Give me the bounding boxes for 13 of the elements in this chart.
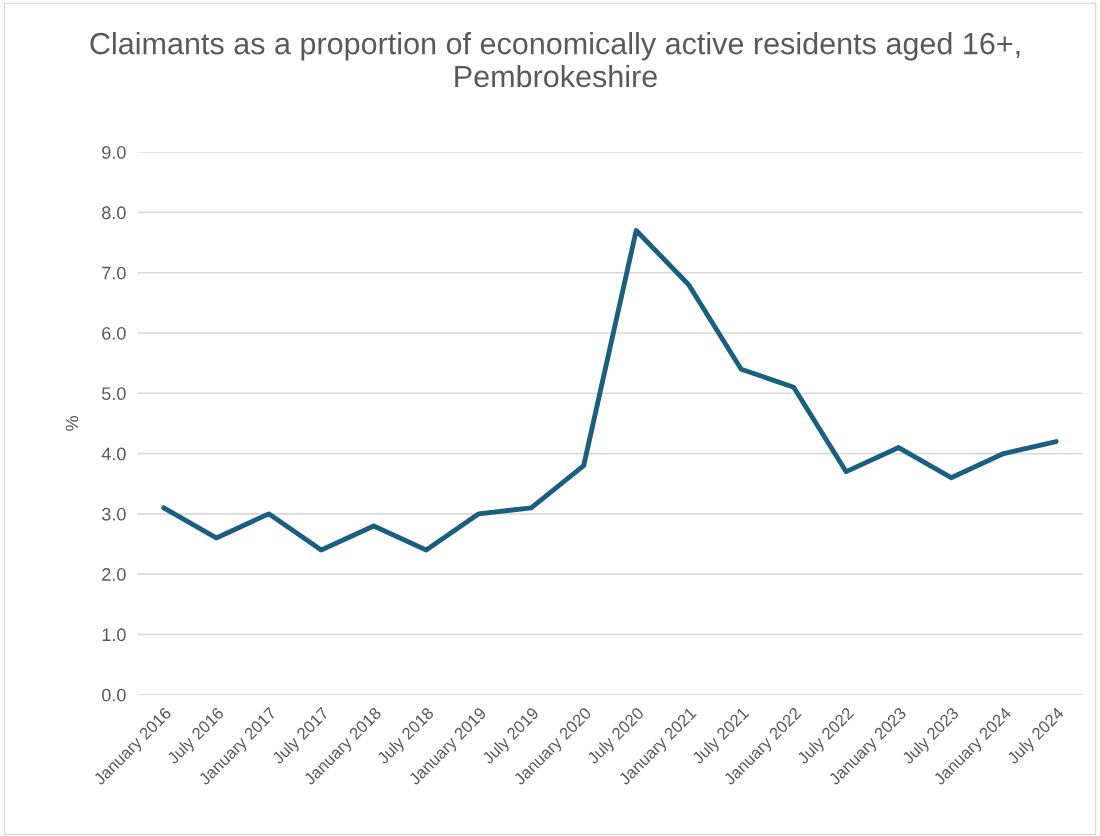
y-tick-label: 1.0 xyxy=(102,628,126,642)
y-tick-label: 8.0 xyxy=(102,206,126,220)
y-tick-label: 4.0 xyxy=(101,447,126,461)
chart-title: Claimants as a proportion of economically active residents aged 16+, Pembrokeshire xyxy=(90,32,1020,88)
y-tick-label: 7.0 xyxy=(102,266,126,280)
y-tick-label: 0.0 xyxy=(102,688,126,702)
y-axis-title: % xyxy=(65,416,79,431)
y-tick-label: 6.0 xyxy=(102,326,126,340)
y-tick-label: 3.0 xyxy=(101,507,126,521)
y-tick-label: 2.0 xyxy=(102,568,126,581)
y-tick-label: 5.0 xyxy=(102,387,126,401)
line-series xyxy=(161,228,1059,553)
y-tick-label: 9.0 xyxy=(102,146,126,159)
